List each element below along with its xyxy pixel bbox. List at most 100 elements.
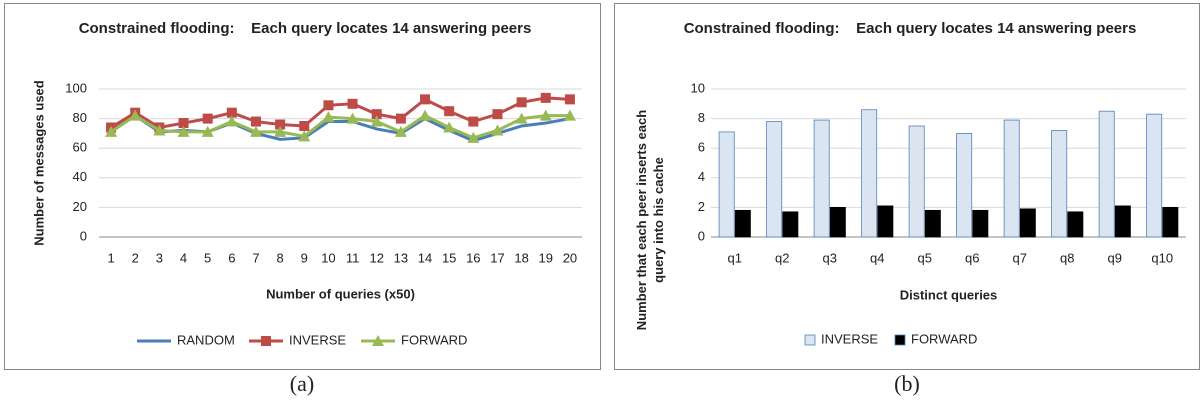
marker: [370, 115, 383, 127]
marker: [201, 125, 214, 137]
marker: [419, 109, 432, 121]
x-tick-label: 16: [466, 250, 480, 265]
x-tick-label: 3: [156, 250, 163, 265]
caption: (b): [894, 371, 920, 396]
marker: [275, 119, 286, 130]
y-tick-label: 40: [73, 169, 87, 184]
marker: [394, 125, 407, 137]
bar: [1162, 206, 1179, 238]
x-tick-label: q7: [1013, 250, 1027, 265]
bar: [1114, 205, 1131, 238]
bar: [734, 209, 751, 238]
bar: [1051, 130, 1068, 238]
marker: [467, 131, 480, 143]
x-tick-label: 19: [539, 250, 553, 265]
x-tick-label: 1: [107, 250, 114, 265]
legend-swatch: [894, 334, 906, 346]
y-tick-label: 20: [73, 199, 87, 214]
x-tick-label: q9: [1108, 250, 1122, 265]
bar: [877, 205, 894, 238]
marker: [420, 94, 431, 105]
x-tick-label: 12: [369, 250, 383, 265]
marker: [443, 121, 456, 133]
marker: [105, 125, 118, 137]
x-axis-title: Number of queries (x50): [266, 286, 415, 301]
x-tick-label: 18: [514, 250, 528, 265]
caption: (a): [290, 371, 314, 396]
legend-label: FORWARD: [911, 331, 977, 346]
y-tick-label: 4: [698, 169, 705, 184]
x-tick-label: q3: [823, 250, 837, 265]
bar: [1146, 113, 1163, 238]
legend-label: RANDOM: [177, 332, 235, 347]
bar: [956, 132, 973, 238]
marker: [347, 98, 358, 109]
marker: [298, 130, 311, 142]
marker: [468, 116, 479, 127]
bar: [861, 109, 878, 238]
y-axis-title: Number of messages used: [31, 80, 46, 246]
marker: [323, 100, 334, 111]
y-tick-label: 10: [691, 80, 705, 95]
y-axis-title: Number that each peer inserts each query…: [634, 109, 666, 331]
x-tick-label: 2: [132, 250, 139, 265]
x-tick-label: 10: [321, 250, 335, 265]
bar: [1098, 110, 1115, 238]
y-tick-label: 2: [698, 199, 705, 214]
legend-marker: [372, 335, 384, 346]
bar: [813, 119, 830, 238]
legend-marker: [261, 336, 271, 346]
x-tick-label: 11: [346, 250, 360, 265]
marker: [202, 113, 213, 124]
chart-title: Constrained flooding: Each query locates…: [78, 20, 532, 37]
bar: [924, 209, 941, 238]
series-line: [110, 113, 570, 140]
panel-border: [4, 3, 601, 370]
legend-label: FORWARD: [401, 332, 467, 347]
bar: [1003, 119, 1020, 238]
x-tick-label: 8: [277, 250, 284, 265]
marker: [540, 92, 551, 103]
marker: [564, 94, 575, 105]
y-tick-label: 8: [698, 110, 705, 125]
marker: [492, 109, 503, 120]
marker: [515, 112, 528, 124]
y-tick-label: 0: [698, 228, 705, 243]
x-tick-label: 6: [228, 250, 235, 265]
x-tick-label: 13: [394, 250, 408, 265]
x-tick-label: q6: [965, 250, 979, 265]
y-tick-label: 60: [73, 140, 87, 155]
marker: [346, 112, 359, 124]
x-tick-label: 14: [418, 250, 432, 265]
x-tick-label: q4: [870, 250, 884, 265]
marker: [178, 118, 189, 129]
x-tick-label: 9: [301, 250, 308, 265]
marker: [249, 125, 262, 137]
marker: [563, 109, 576, 121]
marker: [225, 115, 238, 127]
bar: [1019, 208, 1036, 238]
y-tick-label: 6: [698, 140, 705, 155]
x-tick-label: 5: [204, 250, 211, 265]
bar: [972, 209, 989, 238]
bar: [718, 131, 735, 238]
marker: [153, 124, 166, 136]
y-tick-label: 80: [73, 110, 87, 125]
legend-label: INVERSE: [289, 332, 346, 347]
bar: [1067, 211, 1084, 238]
x-tick-label: q5: [918, 250, 932, 265]
legend-label: INVERSE: [821, 331, 878, 346]
y-tick-label: 100: [65, 80, 87, 95]
x-tick-label: q8: [1060, 250, 1074, 265]
x-tick-label: 15: [442, 250, 456, 265]
marker: [274, 125, 287, 137]
marker: [129, 109, 142, 121]
x-axis-title: Distinct queries: [900, 287, 998, 302]
marker: [395, 113, 406, 124]
marker: [371, 109, 382, 120]
marker: [250, 116, 261, 127]
marker: [444, 106, 455, 117]
bar: [766, 121, 783, 238]
